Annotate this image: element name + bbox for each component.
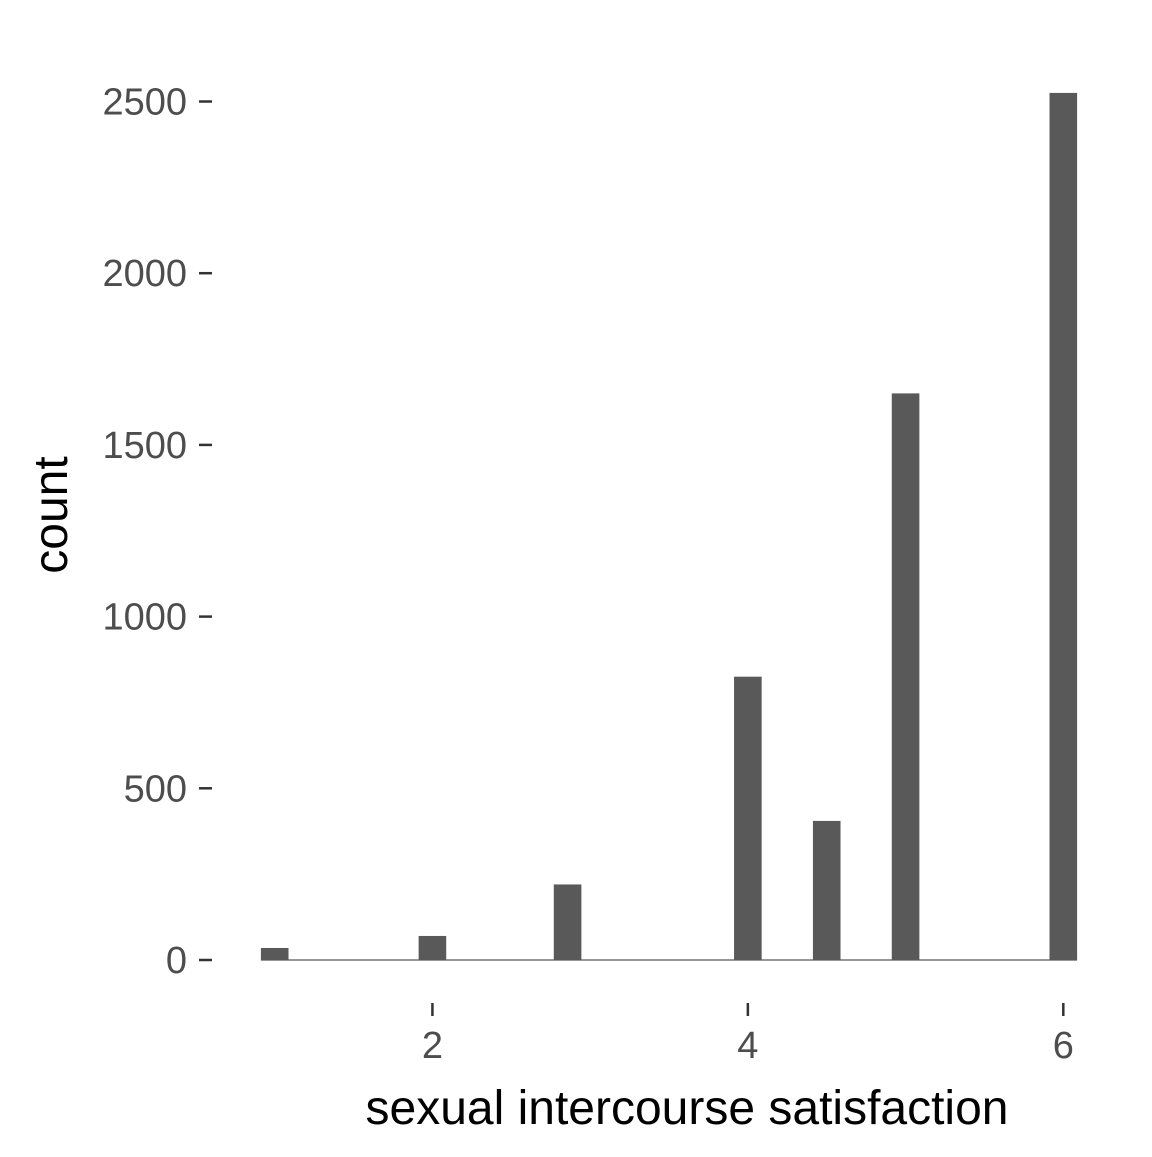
bar: [553, 884, 582, 960]
x-axis-title: sexual intercourse satisfaction: [366, 1082, 1009, 1135]
bar: [891, 393, 920, 960]
y-tick-label: 1000: [102, 597, 187, 639]
y-tick-label: 500: [124, 768, 187, 810]
x-tick-label: 6: [1053, 1025, 1074, 1067]
bar: [812, 820, 841, 960]
y-tick-label: 1500: [102, 425, 187, 467]
x-tick-label: 4: [737, 1025, 758, 1067]
y-tick-label: 2000: [102, 253, 187, 295]
y-axis-title: count: [25, 456, 78, 573]
y-tick-label: 0: [166, 940, 187, 982]
bar: [734, 676, 762, 960]
x-axis: 2 4 6: [422, 1003, 1074, 1067]
x-tick-label: 2: [422, 1025, 443, 1067]
y-tick-label: 2500: [102, 82, 187, 124]
bar: [1049, 92, 1078, 960]
bar: [260, 947, 289, 960]
bar: [418, 935, 447, 960]
bars: [260, 92, 1078, 960]
y-axis: 0 500 1000 1500 2000 2500: [102, 82, 212, 982]
